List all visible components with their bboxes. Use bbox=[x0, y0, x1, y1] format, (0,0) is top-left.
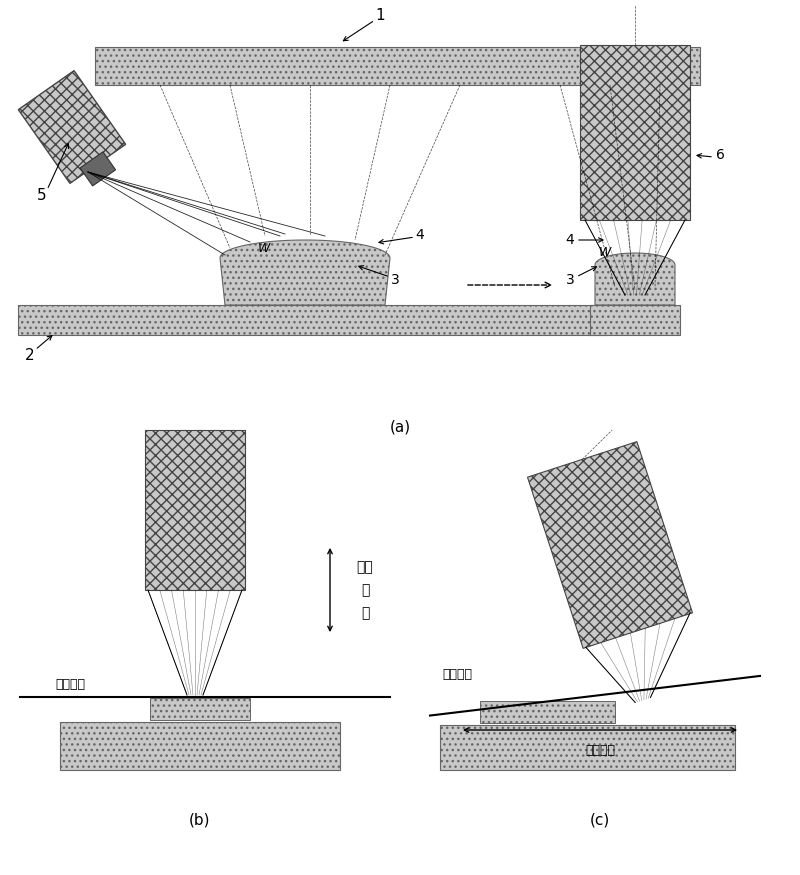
Text: (a): (a) bbox=[390, 419, 410, 435]
Text: (c): (c) bbox=[590, 813, 610, 828]
Polygon shape bbox=[80, 152, 115, 186]
Text: W: W bbox=[599, 246, 611, 258]
Text: 扫描
方
向: 扫描 方 向 bbox=[357, 560, 374, 620]
Text: 4: 4 bbox=[566, 233, 574, 247]
Polygon shape bbox=[95, 47, 700, 85]
Polygon shape bbox=[440, 725, 735, 770]
Text: 3: 3 bbox=[566, 273, 574, 287]
Polygon shape bbox=[220, 240, 390, 305]
Polygon shape bbox=[595, 253, 675, 305]
Polygon shape bbox=[480, 701, 615, 723]
Polygon shape bbox=[580, 45, 690, 220]
Polygon shape bbox=[527, 442, 693, 648]
Polygon shape bbox=[590, 305, 680, 335]
Polygon shape bbox=[145, 430, 245, 590]
Polygon shape bbox=[18, 71, 126, 184]
Polygon shape bbox=[60, 722, 340, 770]
Polygon shape bbox=[150, 698, 250, 720]
Polygon shape bbox=[18, 305, 608, 335]
Text: 5: 5 bbox=[37, 187, 47, 202]
Text: 2: 2 bbox=[25, 347, 35, 362]
Text: 6: 6 bbox=[715, 148, 725, 162]
Text: W: W bbox=[258, 242, 270, 255]
Text: 4: 4 bbox=[416, 228, 424, 242]
Text: 相丁平面: 相丁平面 bbox=[442, 668, 472, 682]
Text: 1: 1 bbox=[375, 8, 385, 23]
Text: 相丁平面: 相丁平面 bbox=[55, 678, 85, 691]
Text: (b): (b) bbox=[190, 813, 210, 828]
Text: 3: 3 bbox=[390, 273, 399, 287]
Text: 扫描方向: 扫描方向 bbox=[585, 744, 615, 757]
